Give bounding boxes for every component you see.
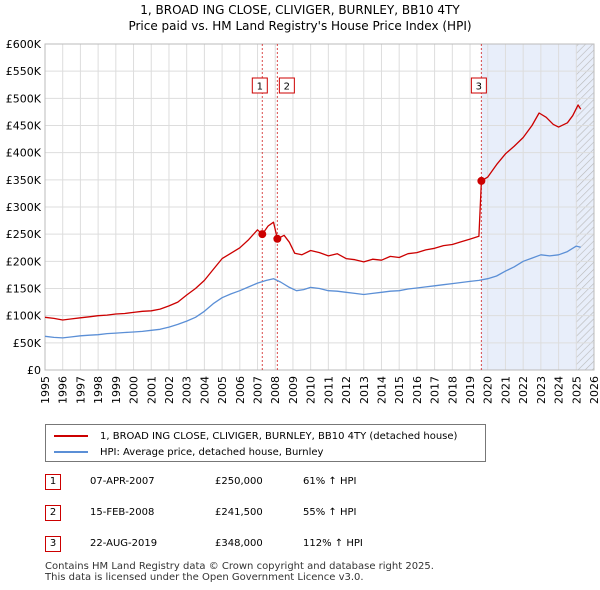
x-tick-label: 1996: [57, 376, 70, 404]
x-tick-label: 2024: [553, 376, 566, 404]
legend-label-property: 1, BROAD ING CLOSE, CLIVIGER, BURNLEY, B…: [100, 430, 458, 442]
sale-date: 15-FEB-2008: [90, 507, 155, 518]
chart-subtitle: Price paid vs. HM Land Registry's House …: [128, 19, 472, 33]
legend: 1, BROAD ING CLOSE, CLIVIGER, BURNLEY, B…: [45, 424, 486, 462]
x-tick-label: 2001: [145, 376, 158, 404]
x-tick-label: 2012: [340, 376, 353, 404]
x-tick-label: 2004: [198, 376, 211, 404]
sale-label-frame: [278, 77, 295, 94]
x-tick-label: 2022: [517, 376, 530, 404]
chart-title: 1, BROAD ING CLOSE, CLIVIGER, BURNLEY, B…: [140, 3, 460, 17]
x-tick-label: 2021: [499, 376, 512, 404]
sale-marker-label: 2: [45, 505, 61, 521]
series-line-property: [44, 104, 582, 321]
x-tick-label: 2019: [464, 376, 477, 404]
footer-licence: This data is licensed under the Open Gov…: [45, 572, 364, 583]
y-tick-label: £500K: [6, 92, 42, 105]
y-tick-label: £350K: [6, 174, 42, 187]
table-row: 3 22-AUG-2019 £348,000 112% ↑ HPI: [45, 536, 465, 554]
sale-label-box: 3: [470, 77, 487, 94]
x-tick-label: 2025: [570, 376, 583, 404]
sale-price: £241,500: [215, 507, 263, 518]
x-tick-label: 2010: [305, 376, 318, 404]
legend-item-hpi: HPI: Average price, detached house, Burn…: [54, 445, 323, 459]
sale-point: [273, 234, 282, 243]
x-tick-label: 2009: [287, 376, 300, 404]
table-row: 2 15-FEB-2008 £241,500 55% ↑ HPI: [45, 505, 465, 523]
sale-label-box: 2: [278, 77, 295, 94]
x-tick-label: 2020: [482, 376, 495, 404]
x-tick-label: 2014: [375, 376, 388, 404]
sale-date: 07-APR-2007: [90, 476, 155, 487]
sale-date: 22-AUG-2019: [90, 538, 158, 549]
legend-item-property: 1, BROAD ING CLOSE, CLIVIGER, BURNLEY, B…: [54, 429, 457, 443]
sale-point: [477, 176, 486, 185]
sale-marker-label: 1: [45, 474, 61, 490]
x-tick-label: 2003: [181, 376, 194, 404]
y-tick-label: £200K: [6, 255, 42, 268]
x-tick-label: 2011: [322, 376, 335, 404]
sale-hpi-change: 55% ↑ HPI: [303, 507, 357, 518]
sale-price: £348,000: [215, 538, 263, 549]
legend-label-hpi: HPI: Average price, detached house, Burn…: [100, 446, 324, 458]
sale-point: [258, 230, 267, 239]
x-tick-label: 2018: [446, 376, 459, 404]
y-tick-label: £400K: [6, 147, 42, 160]
x-tick-label: 2013: [358, 376, 371, 404]
series-line-hpi: [44, 245, 581, 339]
sale-label-box: 1: [251, 77, 268, 94]
x-tick-label: 2006: [234, 376, 247, 404]
y-tick-label: £50K: [13, 337, 42, 350]
sale-price: £250,000: [215, 476, 263, 487]
legend-swatch-property: [54, 435, 88, 437]
x-tick-label: 2000: [128, 376, 141, 404]
x-tick-label: 1997: [74, 376, 87, 404]
x-tick-label: 2026: [588, 376, 600, 404]
sale-label-frame: [470, 77, 487, 94]
x-tick-label: 2002: [163, 376, 176, 404]
sale-marker-label: 3: [45, 536, 61, 552]
sale-label-text: 2: [284, 82, 290, 93]
sale-hpi-change: 112% ↑ HPI: [303, 538, 363, 549]
y-tick-label: £550K: [6, 65, 42, 78]
price-chart: £0 £50K £100K £150K £200K £250K £300K £350K £400…: [6, 38, 600, 404]
y-tick-label: £300K: [6, 201, 42, 214]
x-tick-label: 2017: [429, 376, 442, 404]
x-tick-label: 2016: [411, 376, 424, 404]
footer: Contains HM Land Registry data © Crown c…: [45, 561, 434, 583]
table-row: 1 07-APR-2007 £250,000 61% ↑ HPI: [45, 474, 465, 492]
legend-swatch-hpi: [54, 451, 88, 453]
x-tick-label: 2015: [393, 376, 406, 404]
y-tick-label: £0: [27, 364, 41, 377]
x-tick-label: 2008: [269, 376, 282, 404]
sale-hpi-change: 61% ↑ HPI: [303, 476, 357, 487]
y-tick-label: £250K: [6, 228, 42, 241]
x-tick-label: 2005: [216, 376, 229, 404]
plot-frame: [44, 43, 595, 371]
x-tick-label: 2023: [535, 376, 548, 404]
y-tick-label: £600K: [6, 38, 42, 51]
x-tick-label: 2007: [252, 376, 265, 404]
x-tick-label: 1999: [110, 376, 123, 404]
sale-label-frame: [251, 77, 268, 94]
y-tick-label: £100K: [6, 310, 42, 323]
y-tick-label: £450K: [6, 120, 42, 133]
x-tick-label: 1995: [39, 376, 52, 404]
sale-label-text: 1: [257, 82, 263, 93]
x-tick-label: 1998: [92, 376, 105, 404]
sale-label-text: 3: [476, 82, 482, 93]
footer-copyright: Contains HM Land Registry data © Crown c…: [45, 561, 434, 572]
y-tick-label: £150K: [6, 283, 42, 296]
